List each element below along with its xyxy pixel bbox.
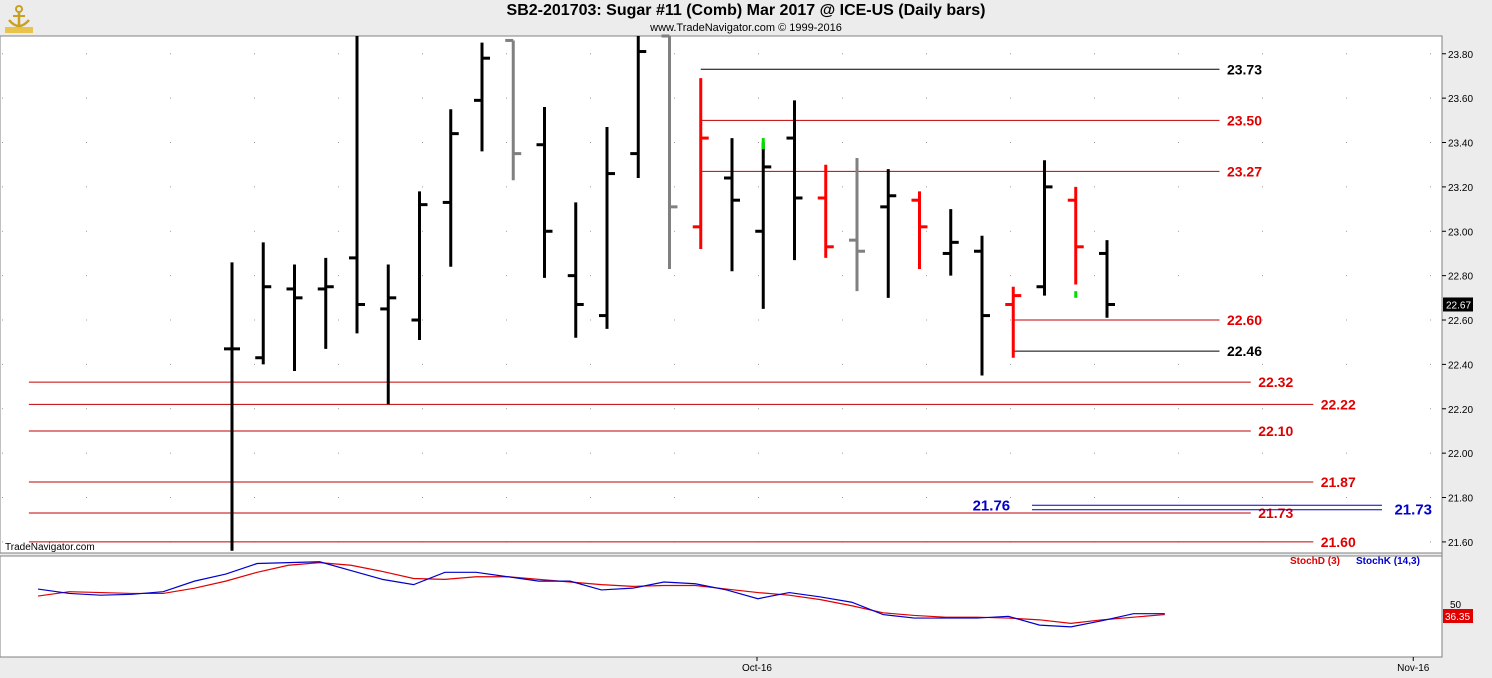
price-panel — [0, 35, 1443, 554]
price-tick-label: 23.20 — [1448, 183, 1473, 194]
price-tick-label: 23.80 — [1448, 50, 1473, 61]
last-price-tag — [1443, 297, 1473, 312]
price-tick-label: 21.80 — [1448, 494, 1473, 505]
blue-level-label: 21.73 — [1394, 502, 1432, 519]
price-tick-label: 23.60 — [1448, 94, 1473, 105]
price-axis-area — [1442, 36, 1492, 657]
stochk-line — [37, 561, 1165, 628]
chart-title: SB2-201703: Sugar #11 (Comb) Mar 2017 @ … — [506, 2, 986, 19]
price-tick-label: 22.80 — [1448, 272, 1473, 283]
level-label: 22.10 — [1258, 423, 1293, 439]
level-label: 21.73 — [1258, 505, 1293, 521]
watermark: TradeNavigator.com — [5, 542, 95, 553]
anchor-logo-icon — [5, 4, 33, 34]
stochd-value-label: 36.35 — [1445, 612, 1470, 623]
stoch-level-label: 50 — [1450, 600, 1462, 611]
level-label: 23.27 — [1227, 163, 1262, 179]
stochd-value-tag — [1443, 609, 1473, 624]
level-label: 21.60 — [1321, 534, 1356, 550]
time-label: Oct-16 — [742, 663, 772, 674]
price-tick-label: 23.40 — [1448, 139, 1473, 150]
level-label: 22.60 — [1227, 312, 1262, 328]
level-label: 22.46 — [1227, 343, 1262, 359]
level-label: 21.87 — [1321, 474, 1356, 490]
price-tick-label: 22.20 — [1448, 405, 1473, 416]
stochd-line — [37, 562, 1165, 624]
level-label: 22.32 — [1258, 374, 1293, 390]
price-tick-label: 22.00 — [1448, 449, 1473, 460]
stochk-legend: StochK (14,3) — [1356, 556, 1420, 567]
level-label: 23.73 — [1227, 61, 1262, 77]
level-label: 23.50 — [1227, 112, 1262, 128]
price-tick-label: 22.40 — [1448, 360, 1473, 371]
level-label: 22.22 — [1321, 396, 1356, 412]
stochd-legend: StochD (3) — [1290, 556, 1340, 567]
last-price-label: 22.67 — [1446, 300, 1471, 311]
price-tick-label: 21.60 — [1448, 538, 1473, 549]
time-label: Nov-16 — [1397, 663, 1430, 674]
blue-level-label: 21.76 — [973, 497, 1011, 514]
price-tick-label: 23.00 — [1448, 227, 1473, 238]
price-tick-label: 22.60 — [1448, 316, 1473, 327]
stochastic-panel — [0, 555, 1443, 658]
chart-subtitle: www.TradeNavigator.com © 1999-2016 — [650, 22, 842, 34]
